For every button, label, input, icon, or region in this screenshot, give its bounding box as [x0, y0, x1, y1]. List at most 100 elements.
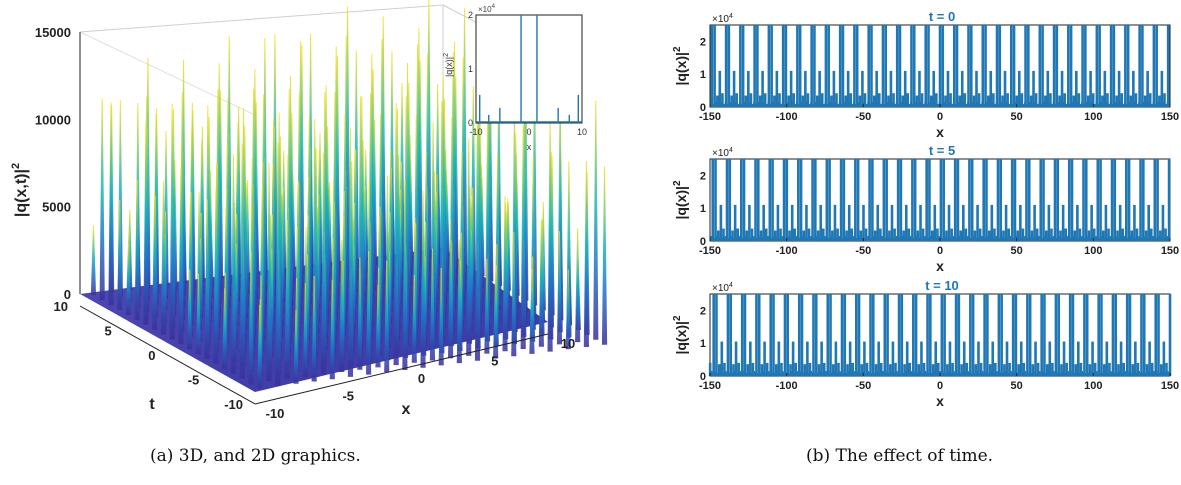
surface-spike [160, 181, 167, 335]
surface-spike [302, 283, 308, 377]
x-tick-label: 0 [418, 371, 425, 386]
x-tick-label: 5 [491, 354, 498, 369]
x-tick-label: 150 [1161, 380, 1179, 392]
y-multiplier: ×104 [712, 147, 733, 159]
surface-spike [565, 269, 571, 350]
x-tick-label: 50 [1011, 245, 1023, 257]
surface-spike [375, 284, 381, 368]
surface-spike [178, 168, 184, 345]
surface-spike [213, 188, 219, 364]
surface-spike [117, 199, 123, 310]
surface-spike [520, 125, 526, 349]
x-tick-label: -50 [855, 111, 871, 123]
time-slice-t5: -150 -100 -50 0 50 100 150 0 1 2 ×104 t = 5 x |q(x)|2 [672, 143, 1179, 274]
surface-spike [90, 225, 97, 296]
surface-spike [222, 288, 228, 369]
t-tick-label: 5 [105, 324, 112, 339]
surface-spike [195, 273, 202, 355]
surface-spike [538, 219, 544, 347]
surface-spike [152, 190, 158, 330]
slice-title: t = 0 [929, 9, 955, 24]
inset-x-tick: -10 [469, 127, 482, 137]
inset-y-label: |q(x)|2 [443, 53, 454, 77]
y-tick-label: 0 [700, 371, 706, 383]
y-tick-label: 2 [700, 305, 706, 317]
x-axis-label: x [402, 401, 411, 418]
x-axis-label: x [936, 258, 944, 274]
surface-spike [593, 100, 599, 340]
time-slice-t10: -150 -100 -50 0 50 100 150 0 1 2 ×104 t = 10 x |q(x)|… [672, 278, 1179, 409]
surface-spike [438, 267, 444, 366]
surface-spike [529, 268, 535, 354]
x-tick-label: 100 [1084, 111, 1102, 123]
x-tick-label: -150 [699, 111, 721, 123]
x-tick-label: -50 [855, 245, 871, 257]
x-tick-label: -150 [699, 380, 721, 392]
x-tick-label: -150 [699, 245, 721, 257]
x-axis-label: x [936, 393, 944, 409]
inset-y-tick: 2 [468, 10, 473, 20]
caption-b: (b) The effect of time. [806, 446, 994, 466]
surface-spike [143, 121, 149, 325]
surface-spike [583, 161, 589, 347]
surface-spike [134, 179, 140, 320]
y-tick-label: 1 [700, 338, 706, 350]
surface-spike [108, 102, 114, 306]
surface-spike [511, 231, 517, 357]
inset-x-tick: 10 [577, 127, 587, 137]
surface-spike [311, 275, 317, 382]
slice-title: t = 5 [929, 143, 955, 158]
y-tick-label: 1 [700, 69, 706, 81]
surface-spike [275, 142, 281, 387]
x-tick-label: 150 [1161, 245, 1179, 257]
x-tick-label: 0 [937, 111, 943, 123]
surface-spike [393, 103, 399, 366]
surface-spike [474, 107, 481, 361]
surface-spike [466, 138, 472, 356]
x-tick-label: 0 [937, 245, 943, 257]
surface-spike [257, 305, 263, 389]
surface-spike [320, 152, 327, 375]
surface-spike [347, 127, 354, 377]
z-tick-label: 15000 [35, 25, 71, 40]
x-axis-line [254, 333, 549, 405]
surface-spike [429, 248, 436, 361]
y-tick-label: 1 [700, 203, 706, 215]
t-tick-label: 0 [148, 348, 155, 363]
z-axis-label: |q(x,t)|2 [10, 163, 30, 217]
y-tick-label: 0 [700, 236, 706, 248]
inset-background [475, 14, 583, 124]
z-tick-label: 10000 [35, 112, 71, 127]
y-tick-label: 2 [700, 170, 706, 182]
surface-spike [502, 196, 508, 352]
y-multiplier: ×104 [712, 282, 733, 294]
surface-spike [99, 98, 105, 301]
t-axis-line [79, 305, 256, 405]
y-axis-label: |q(x)|2 [672, 180, 689, 220]
inset-multiplier: ×104 [478, 4, 496, 14]
inset-lines [476, 15, 582, 123]
z-tick-label: 5000 [42, 200, 71, 215]
surface-spike [547, 118, 553, 352]
t-tick-label: -5 [188, 373, 200, 388]
surface-spike [293, 309, 299, 384]
caption-a: (a) 3D, and 2D graphics. [150, 446, 361, 466]
surface-spike [493, 269, 499, 359]
x-tick-label: -10 [266, 406, 285, 421]
x-tick-label: -100 [776, 380, 798, 392]
surface-spike [448, 219, 454, 359]
x-tick-label: -50 [855, 380, 871, 392]
surface-spike [402, 179, 408, 370]
x-tick-label: 100 [1084, 245, 1102, 257]
x-tick-label: 10 [561, 336, 575, 351]
t-tick-label: 10 [54, 299, 68, 314]
x-tick-label: -100 [776, 245, 798, 257]
y-tick-label: 2 [700, 36, 706, 48]
inset-x-tick: 0 [526, 127, 531, 137]
surface-spike [239, 144, 245, 379]
x-axis-label: x [936, 124, 944, 140]
surface-spike [339, 240, 345, 372]
x-tick-label: 100 [1084, 380, 1102, 392]
time-slice-t0: -150 -100 -50 0 50 100 150 0 1 2 ×104 t = 0 x |q(x)|2 [672, 9, 1179, 140]
